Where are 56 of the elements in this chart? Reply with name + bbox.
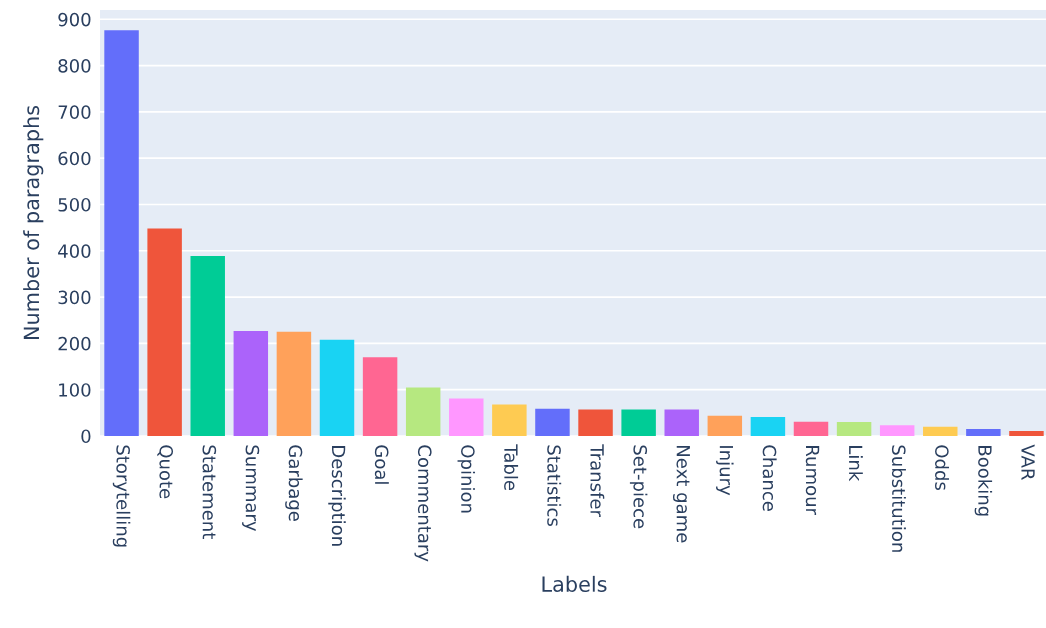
bar <box>1009 430 1044 436</box>
x-tick-label: Link <box>849 446 863 482</box>
x-tick-label: Next game <box>672 446 690 543</box>
bar <box>362 357 398 436</box>
bar <box>147 228 182 436</box>
y-tick-label: 700 <box>58 105 91 119</box>
y-tick-label: 600 <box>58 151 91 166</box>
y-tick-label: 200 <box>58 336 91 351</box>
bar <box>664 409 699 436</box>
y-tick-label: 0 <box>81 429 91 444</box>
x-tick-label: Storytelling <box>112 445 131 547</box>
x-tick-label: Garbage <box>285 445 303 521</box>
x-tick-label: Injury <box>716 446 734 496</box>
bar <box>492 404 527 436</box>
y-axis-title: Number of paragraphs <box>23 105 44 340</box>
x-tick-label: Description <box>328 446 346 546</box>
x-tick-label: Statement <box>202 445 217 539</box>
x-tick-label: Set-piece <box>629 445 648 529</box>
bar <box>535 408 570 436</box>
x-tick-label: Table <box>504 444 519 491</box>
bar <box>405 387 441 436</box>
x-tick-label: Rumour <box>805 446 820 516</box>
x-tick-label: Chance <box>762 445 777 511</box>
x-tick-label: Quote <box>157 445 174 499</box>
x-tick-label: Odds <box>935 445 950 490</box>
y-tick-label: 300 <box>58 290 91 305</box>
x-tick-label: Opinion <box>457 445 476 513</box>
bar <box>879 425 915 436</box>
bar <box>233 330 269 436</box>
bar <box>750 417 786 436</box>
y-tick-label: 900 <box>58 12 91 27</box>
bar <box>707 415 743 436</box>
bar <box>449 398 484 436</box>
bar <box>966 429 1001 436</box>
bar <box>190 255 225 436</box>
x-tick-label: Transfer <box>590 444 605 517</box>
x-tick-label: Commentary <box>414 445 432 562</box>
y-tick-label: 500 <box>58 197 91 212</box>
x-axis-title: Labels <box>542 575 607 592</box>
bar <box>923 426 958 436</box>
bar <box>104 30 139 436</box>
bar <box>793 421 829 436</box>
bar <box>276 331 312 436</box>
bar <box>319 339 355 436</box>
x-tick-label: Booking <box>974 446 993 516</box>
bar <box>578 409 613 436</box>
y-tick-label: 800 <box>58 59 91 73</box>
bar <box>621 409 656 436</box>
y-tick-label: 100 <box>59 383 91 397</box>
x-tick-label: Substitution <box>891 445 906 552</box>
x-tick-label: Statistics <box>547 445 562 526</box>
y-tick-label: 400 <box>58 244 91 258</box>
x-tick-label: Goal <box>374 445 389 484</box>
x-tick-label: Summary <box>242 445 260 532</box>
x-tick-label: VAR <box>1021 444 1035 480</box>
bar <box>836 422 872 436</box>
